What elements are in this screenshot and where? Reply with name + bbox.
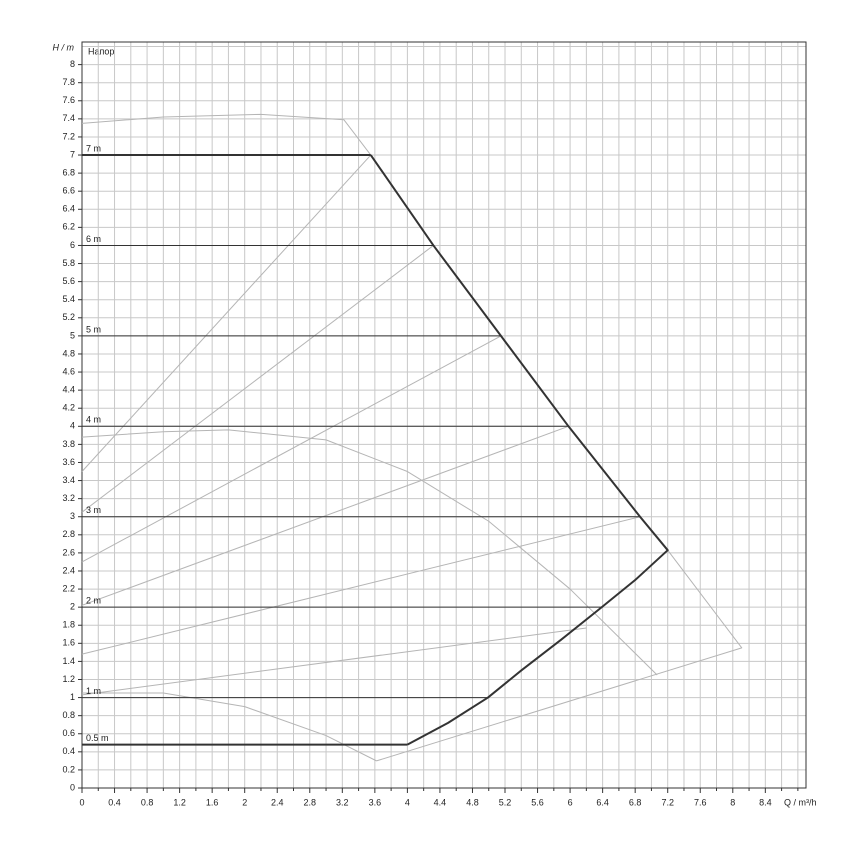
y-tick-label: 7.8 [62,77,75,87]
x-tick-label: 2 [242,797,247,807]
y-axis-label: H / m [53,42,75,52]
y-tick-label: 2.8 [62,529,75,539]
y-tick-label: 1.8 [62,620,75,630]
x-tick-label: 3.6 [369,797,382,807]
x-tick-label: 5.6 [531,797,544,807]
x-tick-label: 2.8 [304,797,317,807]
curve [369,154,669,746]
y-tick-label: 4.2 [62,403,75,413]
y-tick-label: 6 [70,240,75,250]
curve-label: 4 m [86,415,101,425]
y-tick-label: 7.4 [62,113,75,123]
x-tick-label: 3.2 [336,797,349,807]
y-tick-label: 4.4 [62,385,75,395]
curve [81,245,434,513]
x-tick-label: 8.4 [759,797,772,807]
y-tick-label: 7.2 [62,131,75,141]
x-tick-label: 2.4 [271,797,284,807]
y-tick-label: 6.8 [62,167,75,177]
y-tick-label: 4.8 [62,348,75,358]
y-tick-label: 0.8 [62,710,75,720]
y-tick-label: 5.4 [62,294,75,304]
y-tick-label: 3.2 [62,493,75,503]
x-tick-label: 5.2 [499,797,512,807]
curve [376,549,743,762]
curve [81,516,641,655]
y-tick-label: 5.8 [62,258,75,268]
y-tick-label: 4.6 [62,366,75,376]
curve-label: 3 m [86,505,101,515]
curve [81,627,587,696]
x-tick-label: 4.4 [434,797,447,807]
curve-label: 1 m [86,686,101,696]
y-tick-label: 7.6 [62,95,75,105]
y-tick-label: 2.2 [62,583,75,593]
x-tick-label: 7.6 [694,797,707,807]
y-tick-label: 2.4 [62,565,75,575]
chart-title: Напор [88,46,114,56]
y-tick-label: 5 [70,330,75,340]
x-tick-label: 4 [405,797,410,807]
y-tick-label: 6.4 [62,204,75,214]
y-tick-label: 0.4 [62,746,75,756]
plot-frame [81,41,807,789]
y-tick-label: 2 [70,602,75,612]
curve [81,154,372,472]
y-tick-label: 6.2 [62,222,75,232]
y-tick-label: 1 [70,692,75,702]
y-tick-label: 3.4 [62,475,75,485]
x-tick-label: 8 [730,797,735,807]
x-tick-label: 0 [79,797,84,807]
x-axis-label: Q / m³/h [784,797,817,807]
y-tick-label: 3.6 [62,457,75,467]
curve-label: 2 m [86,596,101,606]
y-tick-label: 0 [70,782,75,792]
y-tick-label: 0.2 [62,764,75,774]
x-tick-label: 4.8 [466,797,479,807]
y-tick-label: 1.6 [62,638,75,648]
x-tick-label: 6.4 [596,797,609,807]
curve [81,335,502,563]
y-tick-label: 1.4 [62,656,75,666]
curve-label: 6 m [86,234,101,244]
y-tick-label: 1.2 [62,674,75,684]
y-tick-label: 6.6 [62,186,75,196]
y-tick-label: 7 [70,149,75,159]
x-tick-label: 0.8 [141,797,154,807]
x-tick-label: 6 [568,797,573,807]
curve-label: 7 m [86,143,101,153]
y-tick-label: 0.6 [62,728,75,738]
x-tick-label: 6.8 [629,797,642,807]
y-tick-label: 8 [70,59,75,69]
x-tick-label: 0.4 [108,797,121,807]
y-tick-label: 5.2 [62,312,75,322]
curve [81,429,658,676]
curve-label: 5 m [86,324,101,334]
x-tick-label: 1.6 [206,797,219,807]
curve [81,113,372,156]
x-tick-label: 7.2 [661,797,674,807]
y-tick-label: 5.6 [62,276,75,286]
y-tick-label: 3 [70,511,75,521]
curve-label: 0.5 m [86,733,109,743]
y-tick-label: 2.6 [62,547,75,557]
x-tick-label: 1.2 [173,797,186,807]
y-tick-label: 4 [70,421,75,431]
y-tick-label: 3.8 [62,439,75,449]
curve [81,425,569,606]
